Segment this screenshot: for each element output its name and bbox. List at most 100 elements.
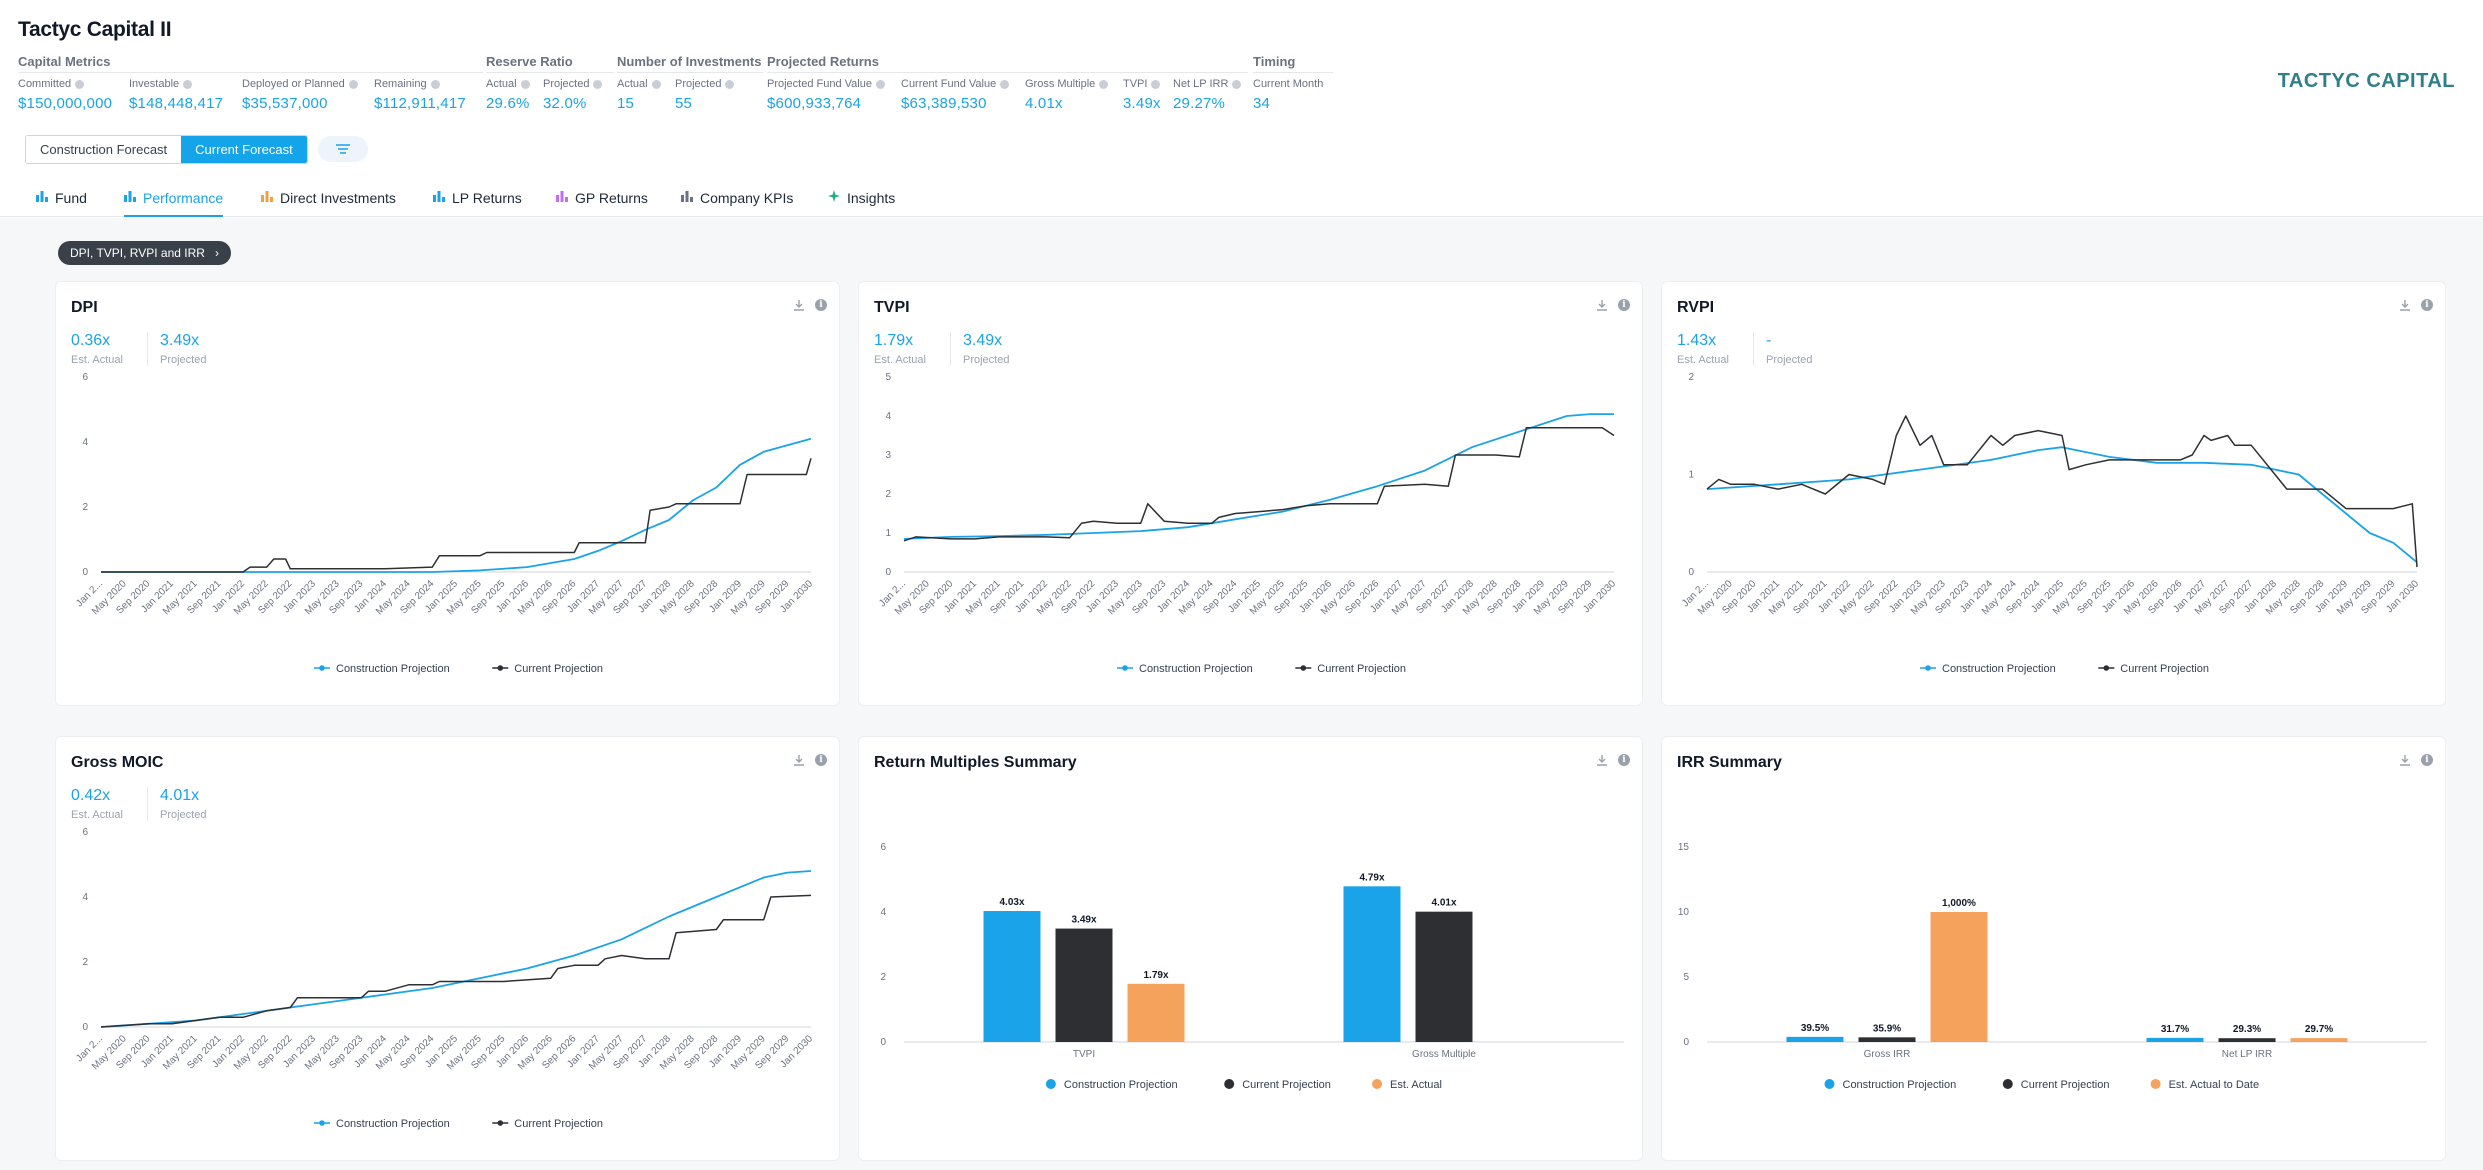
info-icon[interactable]: i [1618,299,1630,311]
tab-direct-investments[interactable]: Direct Investments [261,183,396,217]
bar-chart-icon [124,191,136,202]
tab-company-kpis[interactable]: Company KPIs [681,183,793,217]
tab-insights[interactable]: Insights [828,183,895,217]
info-icon[interactable]: i [815,299,827,311]
investments-group: Number of Investments Actual 15 Projecte… [617,54,763,112]
info-icon[interactable]: i [815,754,827,766]
legend-label: Construction Projection [1843,1079,1957,1091]
info-icon[interactable]: i [2421,299,2433,311]
group-title: Projected Returns [767,54,879,69]
metric-current-month[interactable]: Current Month 34 [1253,78,1323,112]
card-title: Gross MOIC [71,754,164,771]
metric-label: Actual [486,78,517,90]
group-title: Timing [1253,54,1296,69]
download-icon[interactable] [1596,299,1608,311]
card-title: DPI [71,299,98,316]
group-title: Number of Investments [617,54,762,69]
capital-metrics-group: Capital Metrics Committed $150,000,000 I… [18,54,483,112]
projected-returns-group: Projected Returns Projected Fund Value $… [767,54,1248,112]
download-icon[interactable] [793,299,805,311]
info-icon[interactable] [1000,79,1010,89]
legend-label: Construction Projection [336,1118,450,1130]
legend-marker [2150,1079,2161,1089]
metric-tvpi[interactable]: TVPI 3.49x [1123,78,1161,112]
chevron-right-icon: › [214,246,219,260]
info-icon[interactable] [651,79,661,89]
legend-label: Current Projection [514,663,603,675]
kpi-value: 1.43x [1677,332,1717,349]
y-tick-label: 0 [880,1037,886,1048]
download-icon[interactable] [793,754,805,766]
performance-content: DPI, TVPI, RVPI and IRR › DPI i 0.36x Est… [0,218,2483,1170]
tab-lp-returns[interactable]: LP Returns [433,183,522,217]
timing-group: Timing Current Month 34 [1253,54,1333,112]
download-icon[interactable] [1596,754,1608,766]
filter-button[interactable] [318,136,368,162]
metric-current-fund-value[interactable]: Current Fund Value $63,389,530 [901,78,1010,112]
construction-forecast-button[interactable]: Construction Forecast [26,136,182,163]
y-tick-label: 4 [82,437,88,448]
info-icon[interactable] [593,79,603,89]
kpi-est-actual: 1.43x Est. Actual [1677,332,1741,366]
metric-projected-fund-value[interactable]: Projected Fund Value $600,933,764 [767,78,885,112]
info-icon[interactable] [430,79,440,89]
info-icon[interactable]: i [2421,754,2433,766]
y-tick-label: 0 [82,567,88,578]
info-icon[interactable]: i [1618,754,1630,766]
info-icon[interactable] [725,79,735,89]
legend-marker [319,1120,325,1126]
metric-remaining[interactable]: Remaining $112,911,417 [374,78,466,112]
y-tick-label: 15 [1678,842,1690,853]
current-forecast-button[interactable]: Current Forecast [181,136,307,163]
tab-label: LP Returns [452,190,522,206]
x-category-label: Gross Multiple [1412,1049,1476,1060]
tvpi-card: TVPI i 1.79x Est. Actual 3.49x Projected 0… [858,281,1643,706]
metric-label: Investable [129,78,180,90]
legend-label: Construction Projection [336,663,450,675]
metric-gross-multiple[interactable]: Gross Multiple 4.01x [1025,78,1109,112]
info-icon[interactable] [75,79,85,89]
tab-performance[interactable]: Performance [124,183,224,217]
tab-gp-returns[interactable]: GP Returns [556,183,648,217]
reserve-ratio-group: Reserve Ratio Actual 29.6% Projected 32.… [486,54,614,112]
metric-label: Projected Fund Value [767,78,872,90]
tab-label: GP Returns [575,190,648,206]
section-selector[interactable]: DPI, TVPI, RVPI and IRR › [58,241,231,265]
tab-fund[interactable]: Fund [36,183,87,217]
download-icon[interactable] [2399,754,2411,766]
dpi-card: DPI i 0.36x Est. Actual 3.49x Projected 0 2… [55,281,840,706]
metric-value: 34 [1253,95,1271,112]
metric-deployed[interactable]: Deployed or Planned $35,537,000 [242,78,358,112]
metric-reserve-actual[interactable]: Actual 29.6% [486,78,530,112]
legend-marker [1925,665,1931,671]
info-icon[interactable] [1099,79,1109,89]
metric-investments-projected[interactable]: Projected 55 [675,78,735,112]
bar-value-label: 1.79x [1143,970,1168,981]
series-line [101,437,812,573]
info-icon[interactable] [875,79,885,89]
bar-value-label: 1,000% [1942,898,1976,909]
info-icon[interactable] [348,79,358,89]
metric-committed[interactable]: Committed $150,000,000 [18,78,112,112]
metric-value: 32.0% [543,95,587,112]
metric-reserve-projected[interactable]: Projected 32.0% [543,78,603,112]
info-icon[interactable] [183,79,193,89]
metric-label: Net LP IRR [1173,78,1229,90]
metric-value: $600,933,764 [767,95,862,112]
metric-value: 3.49x [1123,95,1161,112]
info-icon[interactable] [520,79,530,89]
rvpi-card: RVPI i 1.43x Est. Actual - Projected 0 1 2 Ja… [1661,281,2446,706]
metric-label: Deployed or Planned [242,78,345,90]
kpi-label: Est. Actual [1677,354,1729,366]
metric-investable[interactable]: Investable $148,448,417 [129,78,223,112]
y-tick-label: 6 [880,842,886,853]
series-line [100,894,812,1028]
download-icon[interactable] [2399,299,2411,311]
info-icon[interactable] [1232,79,1242,89]
kpi-label: Projected [962,354,1010,366]
kpi-label: Projected [159,809,207,821]
metric-net-lp-irr[interactable]: Net LP IRR 29.27% [1173,78,1242,112]
metric-investments-actual[interactable]: Actual 15 [617,78,661,112]
info-icon[interactable] [1151,79,1161,89]
